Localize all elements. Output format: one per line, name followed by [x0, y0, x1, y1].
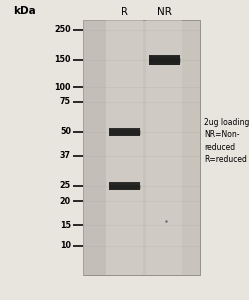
Text: NR: NR — [157, 7, 172, 17]
Bar — [109, 182, 140, 190]
Text: 2ug loading
NR=Non-
reduced
R=reduced: 2ug loading NR=Non- reduced R=reduced — [204, 118, 249, 164]
Text: 75: 75 — [60, 98, 71, 106]
Text: 50: 50 — [60, 128, 71, 136]
Text: 250: 250 — [54, 26, 71, 34]
Text: 100: 100 — [55, 82, 71, 91]
Text: 10: 10 — [60, 242, 71, 250]
Text: 37: 37 — [60, 152, 71, 160]
Text: 20: 20 — [60, 196, 71, 206]
Text: kDa: kDa — [13, 5, 36, 16]
Text: 150: 150 — [55, 56, 71, 64]
Bar — [107, 20, 142, 274]
Text: 25: 25 — [60, 182, 71, 190]
Bar — [109, 128, 140, 136]
Text: R: R — [121, 7, 128, 17]
Bar — [149, 55, 180, 65]
Bar — [110, 130, 141, 135]
Bar — [146, 20, 183, 274]
Text: 15: 15 — [60, 220, 71, 230]
Bar — [83, 20, 106, 274]
Bar — [149, 58, 181, 63]
Bar — [83, 20, 200, 274]
Bar — [110, 184, 141, 188]
